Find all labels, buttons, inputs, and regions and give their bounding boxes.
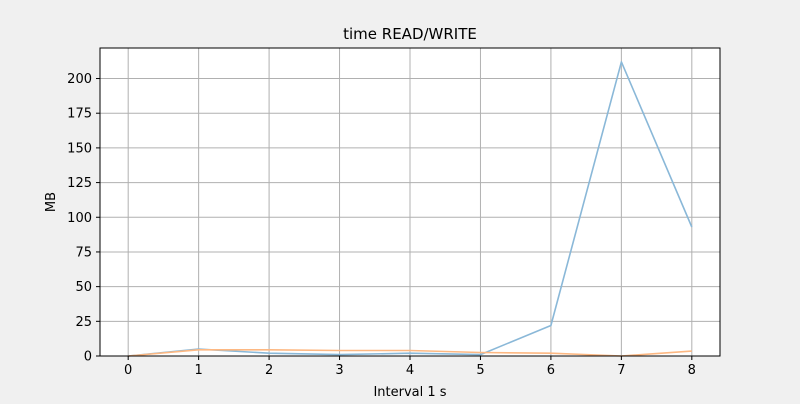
y-tick-label: 0	[84, 350, 92, 365]
x-tick-label: 7	[617, 363, 625, 378]
x-axis-label: Interval 1 s	[373, 385, 446, 400]
y-axis-label: MB	[44, 192, 59, 212]
x-tick-label: 6	[547, 363, 555, 378]
x-tick-label: 4	[406, 363, 414, 378]
y-tick-label: 175	[67, 107, 92, 122]
x-tick-label: 1	[194, 363, 202, 378]
x-tick-label: 2	[265, 363, 273, 378]
x-tick-label: 5	[476, 363, 484, 378]
y-tick-label: 50	[75, 280, 92, 295]
x-tick-label: 8	[688, 363, 696, 378]
y-tick-label: 125	[67, 176, 92, 191]
y-tick-label: 75	[75, 245, 92, 260]
axis-ticks: 0 1 2 3 4 5 6 7 8 0 25 50 75 100 125 150 175 200	[67, 72, 696, 378]
y-tick-label: 150	[67, 141, 92, 156]
y-tick-label: 100	[67, 211, 92, 226]
series-layer	[128, 61, 693, 357]
y-tick-label: 25	[75, 315, 92, 330]
chart-title: time READ/WRITE	[343, 25, 477, 43]
gridlines	[100, 48, 720, 357]
x-tick-label: 0	[124, 363, 132, 378]
y-tick-label: 200	[67, 72, 92, 87]
series-line-2	[128, 348, 692, 357]
x-tick-label: 3	[335, 363, 343, 378]
